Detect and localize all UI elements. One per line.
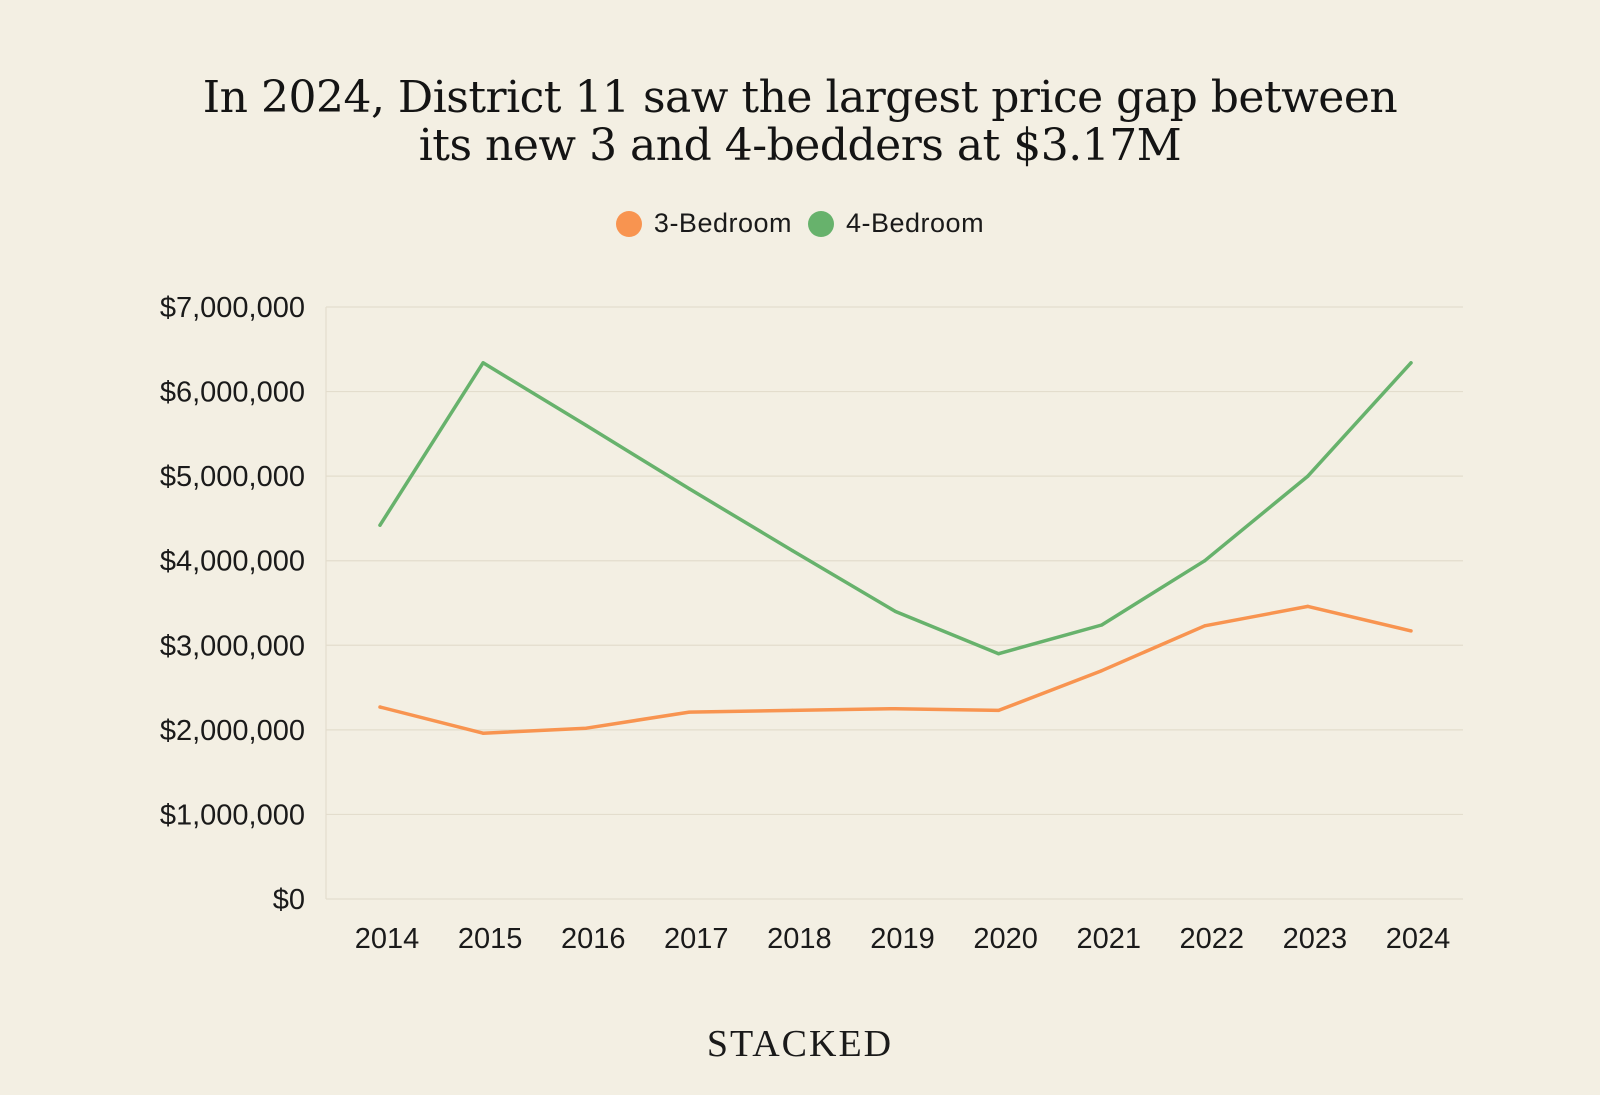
y-tick-label: $6,000,000 (160, 377, 305, 409)
series-line-3-bedroom (378, 604, 1413, 735)
y-tick-label: $4,000,000 (160, 546, 305, 578)
chart-title-line-1: In 2024, District 11 saw the largest pri… (202, 72, 1398, 123)
x-tick-label: 2023 (1283, 923, 1348, 955)
brand-logo: STACKED (706, 1023, 894, 1065)
chart-title: In 2024, District 11 saw the largest pri… (0, 74, 1600, 170)
data-point (1409, 361, 1413, 365)
legend-swatch-3-bedroom-icon (615, 210, 642, 237)
legend-item-3-bedroom: 3-Bedroom (615, 208, 792, 239)
data-point (997, 708, 1001, 713)
y-tick-label: $5,000,000 (160, 461, 305, 493)
data-point (481, 731, 485, 735)
x-tick-label: 2015 (458, 923, 523, 955)
chart-title-line-2: its new 3 and 4-bedders at $3.17M (418, 120, 1182, 171)
data-point (1100, 669, 1104, 673)
data-point (790, 548, 795, 553)
y-tick-label: $7,000,000 (160, 292, 305, 324)
legend-label-4-bedroom: 4-Bedroom (846, 208, 985, 238)
data-point (481, 361, 485, 365)
data-point (584, 726, 588, 730)
chart-legend: 3-Bedroom 4-Bedroom (0, 208, 1600, 239)
data-point (893, 707, 898, 711)
x-tick-label: 2024 (1386, 923, 1451, 955)
y-tick-label: $0 (273, 884, 305, 916)
x-tick-label: 2020 (973, 923, 1038, 955)
data-point (893, 609, 898, 614)
legend-label-3-bedroom: 3-Bedroom (653, 208, 792, 238)
x-tick-label: 2022 (1180, 923, 1245, 955)
data-point (1203, 624, 1207, 628)
x-tick-label: 2021 (1076, 923, 1141, 955)
data-point (378, 705, 382, 709)
data-point (1203, 559, 1207, 563)
data-point (687, 710, 691, 714)
x-tick-label: 2019 (870, 923, 935, 955)
x-tick-label: 2014 (355, 923, 420, 955)
data-point (997, 652, 1001, 656)
x-tick-label: 2017 (664, 923, 729, 955)
y-tick-label: $3,000,000 (160, 630, 305, 662)
y-tick-label: $1,000,000 (160, 799, 305, 831)
data-point (790, 708, 795, 713)
y-tick-label: $2,000,000 (160, 715, 305, 747)
data-point (378, 523, 382, 527)
data-point (687, 487, 691, 491)
data-point (1409, 629, 1413, 633)
legend-item-4-bedroom: 4-Bedroom (808, 208, 984, 239)
data-point (584, 423, 588, 427)
data-point (1306, 474, 1310, 478)
x-tick-label: 2018 (767, 923, 832, 955)
x-tick-label: 2016 (561, 923, 626, 955)
legend-swatch-4-bedroom-icon (808, 210, 834, 237)
data-point (1100, 623, 1104, 627)
data-point (1306, 604, 1310, 608)
